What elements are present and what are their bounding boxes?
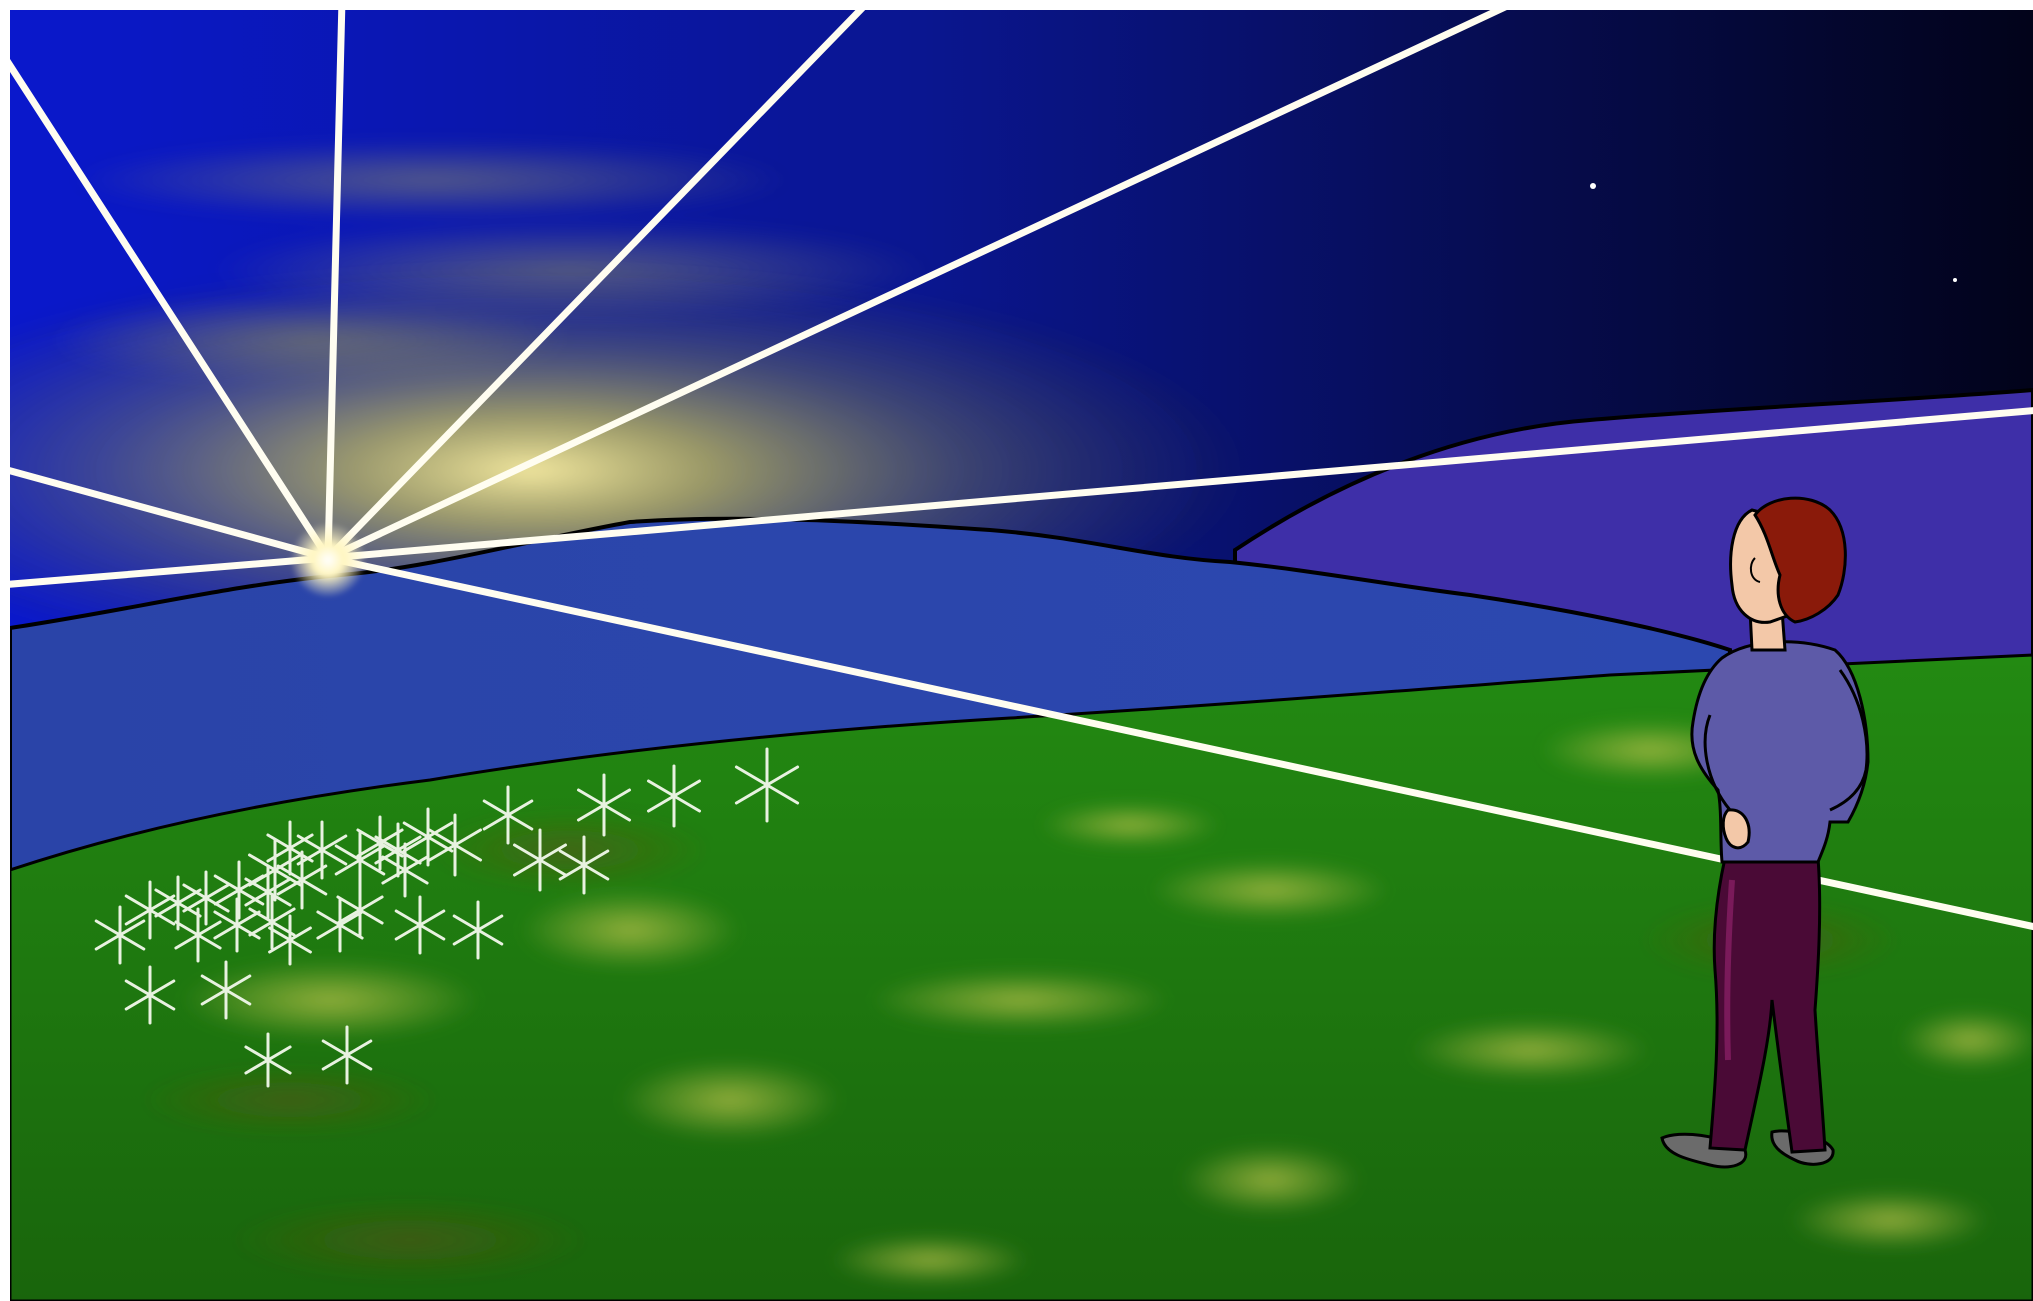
sparkle-flower <box>124 965 176 1025</box>
sparkle-stroke <box>154 888 202 918</box>
sparkle-stroke <box>428 828 482 862</box>
sparkle-flower <box>336 882 384 938</box>
sparkle-flower <box>154 875 202 931</box>
scene-canvas <box>10 10 2033 1301</box>
sparkle-flower <box>734 747 800 823</box>
star-2 <box>1953 278 1957 282</box>
hair <box>1753 496 1847 624</box>
star-1 <box>1590 183 1596 189</box>
sparkle-stroke <box>452 914 504 946</box>
sparkle-stroke <box>336 895 384 925</box>
sparkle-stroke <box>394 909 446 941</box>
standing-person <box>1660 496 1870 1169</box>
sparkle-flower <box>381 842 429 898</box>
sparkle-stroke <box>268 926 312 954</box>
sparkle-flower <box>394 895 446 955</box>
sparkle-stroke <box>513 843 567 877</box>
sparkle-flower <box>174 907 222 963</box>
pants-highlight <box>1724 879 1735 1061</box>
sparkle-flower <box>268 914 312 966</box>
sparkle-stroke <box>213 910 261 940</box>
sun <box>290 522 366 598</box>
pants <box>1708 856 1827 1154</box>
sparkle-flower <box>200 960 252 1020</box>
ear <box>1749 557 1761 583</box>
sparkle-stroke <box>182 883 230 913</box>
sparkle-stroke <box>276 864 328 896</box>
sparkle-flower <box>334 830 386 890</box>
sparkle-flower <box>248 894 296 950</box>
sparkle-stroke <box>244 1045 292 1075</box>
sparkle-flower <box>428 813 482 877</box>
arm-left <box>1703 714 1732 811</box>
shirt <box>1690 640 1870 864</box>
sparkle-stroke <box>734 765 800 805</box>
sparkle-stroke <box>482 799 534 831</box>
arm <box>1829 669 1869 812</box>
sparkle-flower <box>577 773 631 837</box>
sparkle-stroke <box>124 979 176 1011</box>
sparkle-stroke <box>577 788 631 822</box>
sparkle-stroke <box>296 834 348 866</box>
sparkle-flower <box>276 850 328 910</box>
sparkle-stroke <box>381 855 429 885</box>
sparkle-stroke <box>200 974 252 1006</box>
sparkle-flower <box>402 807 454 867</box>
sparkle-stroke <box>316 910 364 940</box>
sparkle-flower <box>213 860 265 920</box>
sparkle-flower <box>356 815 404 871</box>
sparkle-stroke <box>356 828 404 858</box>
sparkle-flower <box>316 897 364 953</box>
sparkle-flower <box>482 785 534 845</box>
sparkle-flower <box>94 905 146 965</box>
sparkle-stroke <box>94 919 146 951</box>
sparkle-flowers <box>94 747 800 1088</box>
sparkle-stroke <box>124 894 176 926</box>
sparkle-stroke <box>321 1039 373 1071</box>
sparkle-stroke <box>213 874 265 906</box>
sparkle-stroke <box>647 779 701 813</box>
sparkle-flower <box>452 900 504 960</box>
landscape-illustration <box>10 10 2033 1301</box>
sparkle-stroke <box>334 844 386 876</box>
sparkle-flower <box>513 828 567 892</box>
sparkle-flower <box>182 870 230 926</box>
sparkle-flower <box>124 880 176 940</box>
light-rays <box>10 10 2033 931</box>
sparkle-stroke <box>248 907 296 937</box>
sparkle-flower <box>558 835 610 895</box>
sparkle-flower <box>321 1025 373 1085</box>
sparkle-flower <box>244 1032 292 1088</box>
sparkle-stroke <box>174 920 222 950</box>
sparkle-flower <box>647 764 701 828</box>
sparkle-stroke <box>558 849 610 881</box>
sparkle-stroke <box>244 877 292 907</box>
sparkle-stroke <box>402 821 454 853</box>
hand <box>1721 808 1751 850</box>
